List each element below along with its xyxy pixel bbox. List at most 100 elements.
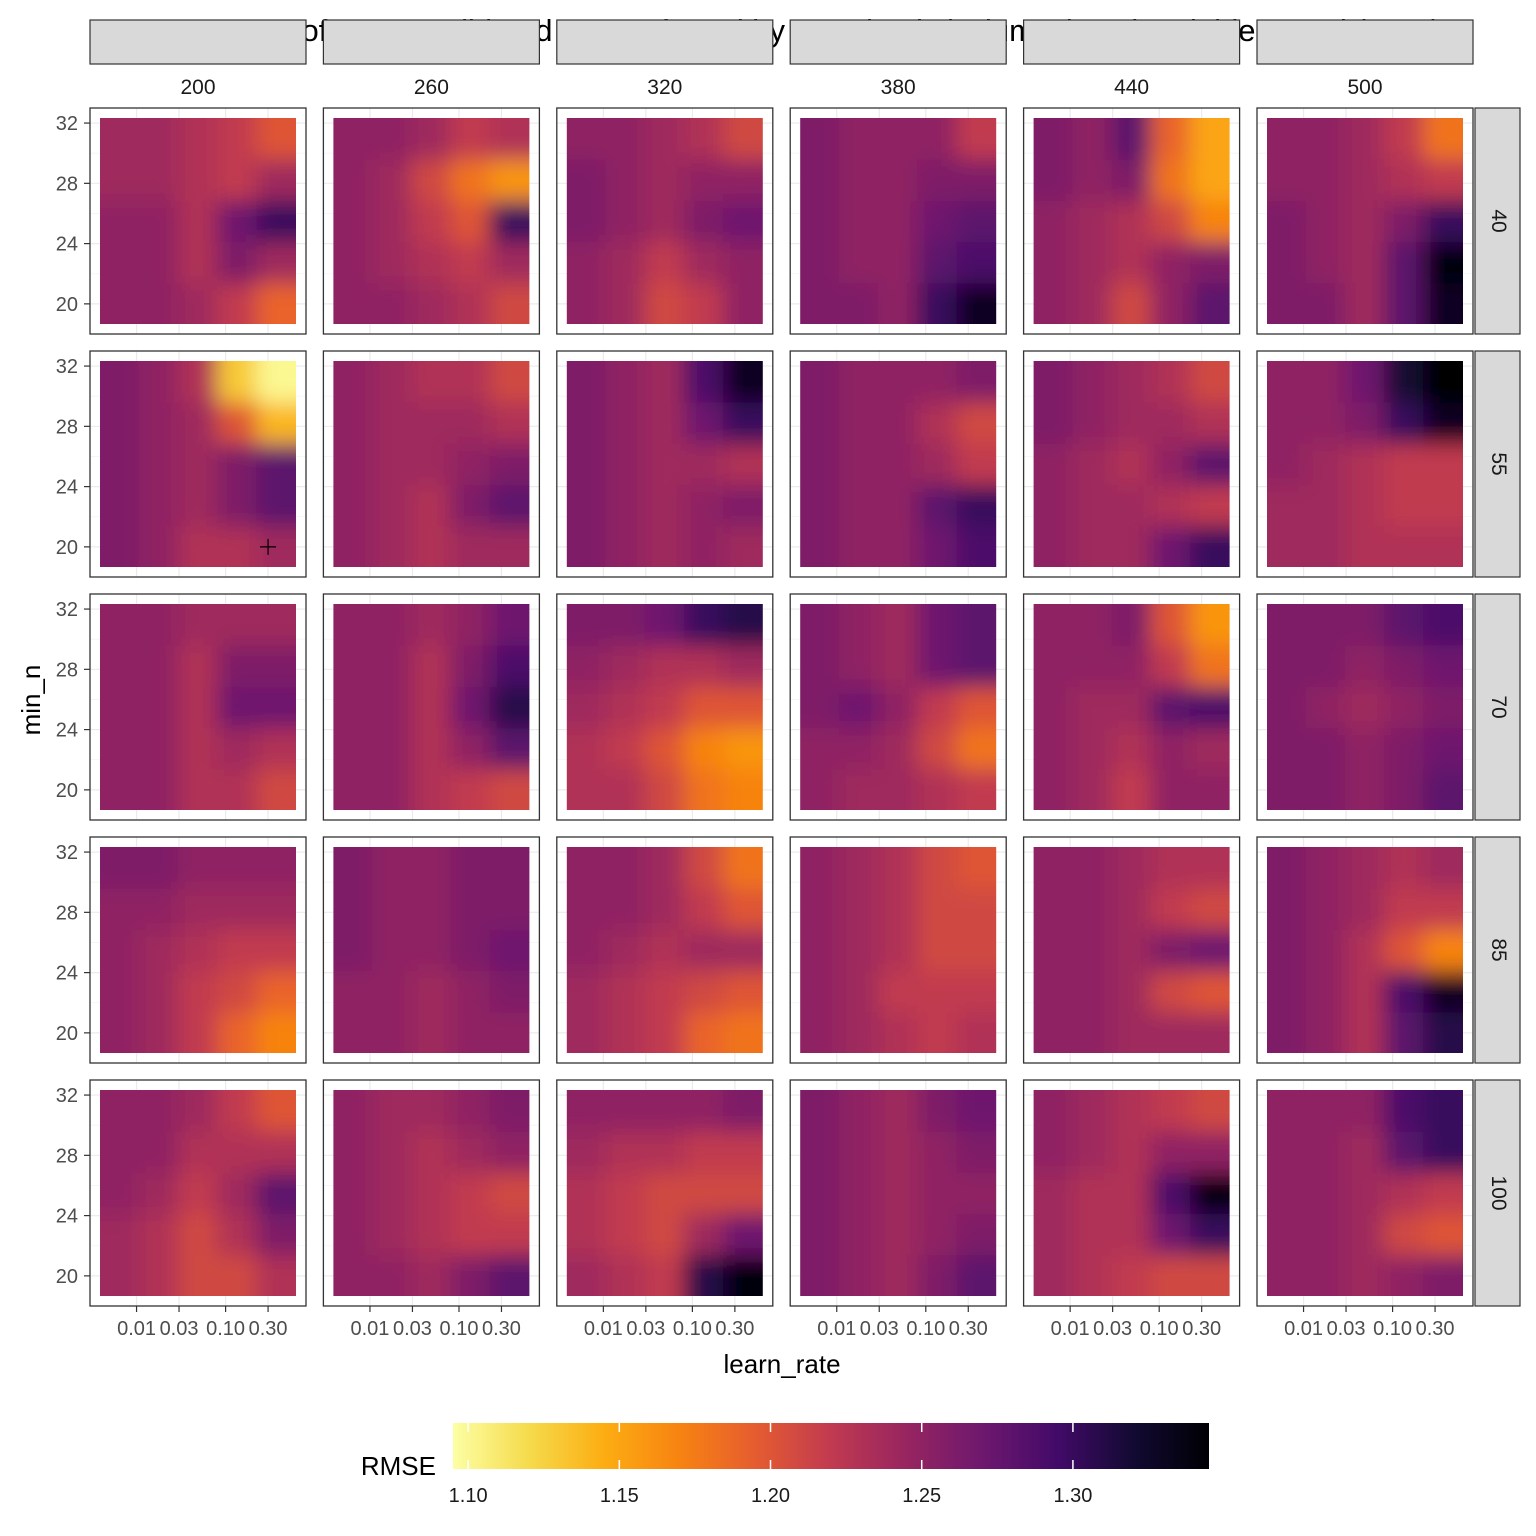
heatmap-tile bbox=[917, 401, 958, 444]
heatmap-tile bbox=[800, 644, 840, 687]
heatmap-tile bbox=[917, 1171, 958, 1215]
panel-border bbox=[89, 1079, 307, 1307]
heatmap-tile bbox=[1072, 282, 1113, 324]
panel-border bbox=[789, 107, 1007, 335]
heatmap-tiles bbox=[800, 361, 997, 567]
x-tick-label: 0.01 bbox=[350, 1318, 389, 1340]
heatmap-tile bbox=[644, 1171, 685, 1215]
heatmap-tile bbox=[1111, 241, 1152, 284]
heatmap-tile bbox=[1033, 727, 1074, 770]
heatmap-tile bbox=[644, 685, 685, 729]
heatmap-tile bbox=[489, 970, 530, 1013]
heatmap-tile bbox=[489, 847, 530, 889]
heatmap-tile bbox=[1072, 1213, 1113, 1256]
heatmap-tile bbox=[411, 241, 452, 284]
heatmap-tile bbox=[1344, 1090, 1386, 1132]
heatmap-tile bbox=[450, 1171, 491, 1215]
heatmap-tile bbox=[1423, 928, 1463, 972]
heatmap-tile bbox=[138, 1090, 179, 1132]
heatmap-tile bbox=[1305, 847, 1346, 889]
heatmap-tile bbox=[1384, 525, 1425, 567]
heatmap-tile bbox=[489, 1171, 530, 1215]
heatmap-tile bbox=[800, 1171, 840, 1215]
facet-panel-55-380 bbox=[789, 350, 1007, 578]
legend-tick-label: 1.10 bbox=[449, 1485, 488, 1507]
heatmap-tile bbox=[1384, 158, 1425, 201]
heatmap-tile bbox=[956, 361, 997, 403]
panel-border bbox=[1022, 107, 1241, 335]
heatmap-tiles bbox=[566, 847, 763, 1053]
y-axis-title: min_n bbox=[16, 665, 46, 736]
heatmap-tile bbox=[1305, 525, 1346, 567]
heatmap-tile bbox=[917, 525, 958, 567]
heatmap-tile bbox=[411, 685, 452, 729]
heatmap-tile bbox=[723, 727, 763, 770]
heatmap-tile bbox=[1033, 484, 1074, 527]
heatmap-tile bbox=[1423, 158, 1463, 201]
panel-border bbox=[89, 836, 307, 1064]
heatmap-tile bbox=[1033, 241, 1074, 284]
y-tick-label: 28 bbox=[56, 416, 78, 438]
heatmap-tiles bbox=[333, 604, 530, 810]
heatmap-tile bbox=[100, 282, 140, 324]
heatmap-tile bbox=[683, 118, 725, 160]
heatmap-tile bbox=[683, 1090, 725, 1132]
heatmap-tile bbox=[411, 1213, 452, 1256]
heatmap-tile bbox=[333, 685, 374, 729]
heatmap-tile bbox=[1033, 1090, 1074, 1132]
heatmap-tile bbox=[1189, 1254, 1230, 1296]
heatmap-tile bbox=[683, 604, 725, 646]
heatmap-tile bbox=[917, 847, 958, 889]
heatmap-tile bbox=[100, 727, 140, 770]
heatmap-tile bbox=[683, 442, 725, 486]
heatmap-tile bbox=[917, 768, 958, 810]
heatmap-tile bbox=[1423, 484, 1463, 527]
heatmap-tile bbox=[1150, 970, 1191, 1013]
heatmap-tile bbox=[1111, 282, 1152, 324]
heatmap-tile bbox=[489, 644, 530, 687]
heatmap-tile bbox=[411, 928, 452, 972]
heatmap-tile bbox=[256, 118, 296, 160]
x-tick-label: 0.30 bbox=[249, 1318, 288, 1340]
heatmap-tile bbox=[177, 1213, 219, 1256]
heatmap-tile bbox=[917, 604, 958, 646]
heatmap-tile bbox=[956, 887, 997, 930]
heatmap-tile bbox=[644, 361, 685, 403]
heatmap-tile bbox=[256, 887, 296, 930]
heatmap-tile bbox=[256, 727, 296, 770]
heatmap-tile bbox=[1267, 484, 1307, 527]
heatmap-tile bbox=[450, 644, 491, 687]
heatmap-tile bbox=[723, 644, 763, 687]
heatmap-tile bbox=[333, 1090, 374, 1132]
heatmap-tile bbox=[683, 199, 725, 243]
heatmap-tile bbox=[644, 928, 685, 972]
heatmap-tile bbox=[100, 401, 140, 444]
heatmap-tile bbox=[411, 887, 452, 930]
heatmap-tile bbox=[411, 484, 452, 527]
heatmap-tile bbox=[1305, 1213, 1346, 1256]
heatmap-tile bbox=[177, 1011, 219, 1053]
heatmap-tile bbox=[605, 1130, 646, 1173]
heatmap-tile bbox=[644, 1090, 685, 1132]
heatmap-tile bbox=[838, 282, 880, 324]
heatmap-tile bbox=[1150, 644, 1191, 687]
heatmap-tile bbox=[217, 1171, 258, 1215]
heatmap-tile bbox=[1305, 118, 1346, 160]
heatmap-tile bbox=[800, 118, 840, 160]
heatmap-tile bbox=[217, 484, 258, 527]
heatmap-tile bbox=[1384, 847, 1425, 889]
heatmap-tile bbox=[683, 928, 725, 972]
heatmap-tile bbox=[1344, 887, 1386, 930]
heatmap-tile bbox=[605, 241, 646, 284]
heatmap-tile bbox=[450, 484, 491, 527]
panel-border bbox=[556, 836, 774, 1064]
heatmap-tile bbox=[1033, 442, 1074, 486]
heatmap-tile bbox=[566, 241, 607, 284]
heatmap-tile bbox=[956, 1213, 997, 1256]
heatmap-tile bbox=[1111, 361, 1152, 403]
heatmap-tile bbox=[1189, 1213, 1230, 1256]
heatmap-tile bbox=[100, 118, 140, 160]
heatmap-tile bbox=[956, 199, 997, 243]
heatmap-tile bbox=[878, 1090, 919, 1132]
heatmap-tile bbox=[217, 361, 258, 403]
